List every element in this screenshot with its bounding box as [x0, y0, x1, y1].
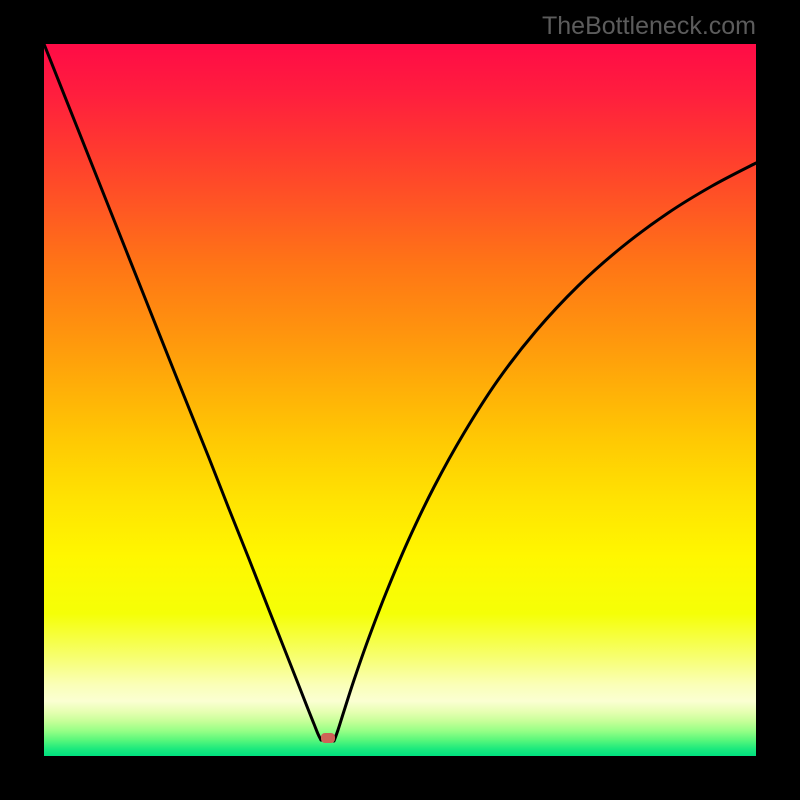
bottleneck-curve [44, 44, 756, 756]
chart-container: TheBottleneck.com [0, 0, 800, 800]
watermark-text: TheBottleneck.com [542, 12, 756, 41]
plot-area [44, 44, 756, 756]
optimal-marker [321, 733, 335, 743]
